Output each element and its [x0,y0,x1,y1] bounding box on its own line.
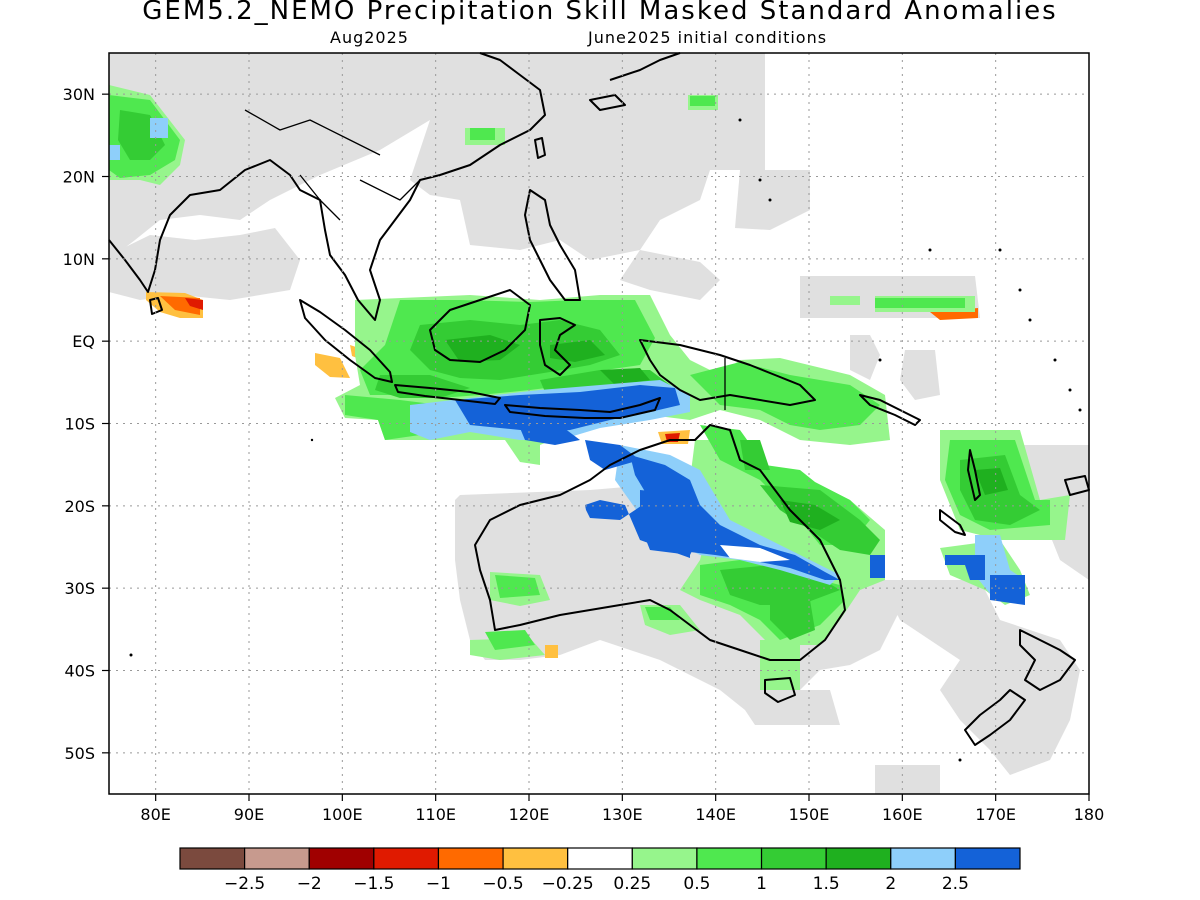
lat-tick-label: EQ [72,332,95,351]
initial-conditions: June2025 initial conditions [588,28,828,47]
lesser-sunda-coastline [504,397,661,419]
positive-anomaly-very-strong [445,335,1008,530]
taiwan-coastline [534,137,546,159]
colorbar-label: −2 [297,874,322,894]
colorbar-label: 0.25 [613,874,651,894]
colorbar-swatch [760,847,827,870]
gridlines [109,53,1089,794]
colorbar-label: −0.25 [542,874,594,894]
colorbar-label: 2 [885,874,896,894]
colorbar-swatch [308,847,375,870]
map-content [108,52,1090,794]
australia-coastline [474,424,846,661]
colorbar-label: −0.5 [482,874,523,894]
chart-title: GEM5.2_NEMO Precipitation Skill Masked S… [142,0,1058,26]
sumatra-coastline [299,299,393,383]
lat-tick-label: 40S [64,662,95,681]
tasmania-coastline [764,677,796,703]
new-zealand-south-coastline [964,689,1026,746]
lon-tick-label: 150E [789,805,830,824]
lat-tick-label: 10N [63,250,95,269]
asia-coastline [108,52,546,321]
new-zealand-north-coastline [1019,629,1076,691]
colorbar-label: 2.5 [942,874,969,894]
colorbar-swatch [502,847,569,870]
lon-tick-label: 160E [882,805,923,824]
colorbar-label: −2.5 [224,874,265,894]
island-dots [129,118,1082,762]
lat-tick-label: 20N [63,168,95,187]
lat-tick-label: 20S [64,497,95,516]
lat-tick-label: 30N [63,85,95,104]
lon-tick-label: 170E [975,805,1016,824]
lon-tick-label: 130E [602,805,643,824]
sulawesi-coastline [539,317,576,376]
solomon-coastline [859,394,921,426]
coastlines [108,52,1090,746]
colorbar-label: −1 [426,874,451,894]
colorbar-swatch [179,847,246,870]
lon-tick-label: 80E [140,805,170,824]
latitude-labels: 30N 20N 10N EQ 10S 20S 30S 40S 50S [63,85,109,763]
colorbar-swatch [567,847,633,870]
colorbar-swatch [825,847,892,870]
lon-tick-label: 140E [695,805,736,824]
colorbar-label: 1 [756,874,767,894]
lon-tick-label: 180 [1074,805,1105,824]
colorbar-label: −1.5 [353,874,394,894]
colorbar-label: 1.5 [813,874,840,894]
colorbar: −2.5 −2 −1.5 −1 −0.5 −0.25 0.25 0.5 1 1.5 2 2.5 [179,847,1021,894]
borneo-coastline [429,289,531,363]
colorbar-swatch [373,847,440,870]
vanuatu-coastline [967,449,981,501]
colorbar-label: 0.5 [683,874,710,894]
japan-coastline [589,52,681,111]
lon-tick-label: 90E [234,805,264,824]
lon-tick-label: 120E [509,805,550,824]
colorbar-swatch [696,847,763,870]
longitude-labels: 80E 90E 100E 110E 120E 130E 140E 150E 160E 170E 18… [140,794,1104,824]
colorbar-swatch [437,847,504,870]
colorbar-swatch [954,847,1021,870]
forecast-month: Aug2025 [330,28,409,47]
lat-tick-label: 50S [64,744,95,763]
lon-tick-label: 110E [415,805,456,824]
new-guinea-coastline [639,339,816,406]
java-coastline [394,384,501,405]
neutral-patches [620,428,790,562]
colorbar-swatch [890,847,956,870]
lat-tick-label: 10S [64,415,95,434]
lat-tick-label: 30S [64,579,95,598]
colorbar-swatch [631,847,698,870]
colorbar-swatch [244,847,310,870]
new-caledonia-coastline [939,509,966,536]
border-lines [244,109,726,410]
lon-tick-label: 100E [322,805,363,824]
